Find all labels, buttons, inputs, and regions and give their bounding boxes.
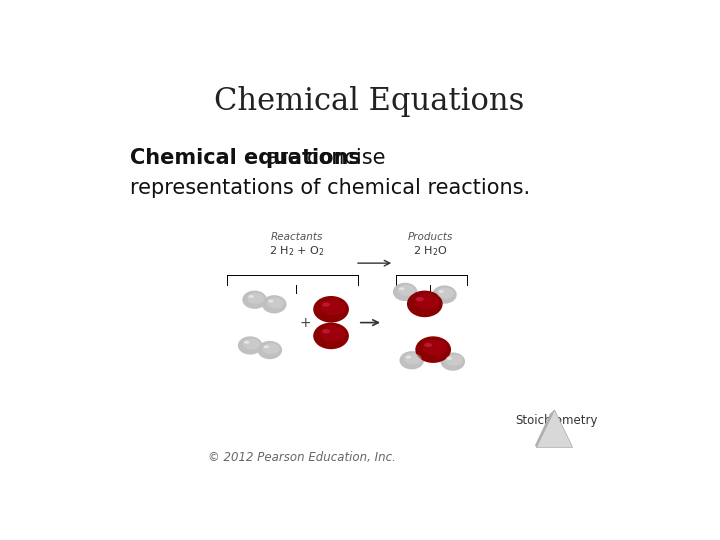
Ellipse shape (322, 302, 330, 307)
Circle shape (400, 351, 424, 369)
Text: representations of chemical reactions.: representations of chemical reactions. (130, 178, 531, 198)
Ellipse shape (414, 294, 439, 310)
Circle shape (393, 283, 418, 301)
Ellipse shape (268, 300, 274, 302)
Ellipse shape (446, 355, 463, 366)
Text: Products: Products (408, 232, 453, 241)
Ellipse shape (424, 343, 432, 347)
Ellipse shape (423, 340, 447, 356)
Text: © 2012 Pearson Education, Inc.: © 2012 Pearson Education, Inc. (208, 451, 396, 464)
Polygon shape (536, 410, 572, 447)
Ellipse shape (438, 290, 444, 293)
Text: are concise: are concise (260, 148, 386, 168)
Ellipse shape (247, 293, 264, 304)
Ellipse shape (446, 357, 452, 360)
Circle shape (238, 336, 262, 355)
Ellipse shape (320, 326, 346, 342)
Circle shape (415, 336, 451, 363)
Ellipse shape (437, 288, 454, 299)
Ellipse shape (320, 299, 346, 315)
Ellipse shape (405, 356, 411, 359)
Ellipse shape (243, 339, 260, 349)
Text: 2 H$_2$O: 2 H$_2$O (413, 244, 448, 258)
Ellipse shape (397, 285, 415, 296)
Ellipse shape (322, 329, 330, 333)
Circle shape (432, 286, 456, 303)
Ellipse shape (405, 353, 422, 365)
Text: 2 H$_2$ + O$_2$: 2 H$_2$ + O$_2$ (269, 244, 324, 258)
Ellipse shape (415, 297, 424, 301)
Circle shape (407, 291, 443, 317)
Ellipse shape (264, 346, 269, 348)
Ellipse shape (248, 295, 254, 298)
Circle shape (243, 291, 267, 309)
Circle shape (258, 341, 282, 359)
Ellipse shape (267, 298, 284, 308)
Circle shape (441, 353, 465, 371)
Text: Chemical equations: Chemical equations (130, 148, 361, 168)
Text: Chemical Equations: Chemical Equations (214, 85, 524, 117)
Circle shape (262, 295, 287, 313)
Polygon shape (535, 410, 554, 447)
Circle shape (313, 296, 349, 322)
Text: Reactants: Reactants (270, 232, 323, 241)
Ellipse shape (244, 341, 249, 344)
Ellipse shape (262, 343, 279, 354)
Text: +: + (299, 315, 310, 329)
Circle shape (313, 322, 349, 349)
Ellipse shape (399, 287, 405, 290)
Text: Stoichiometry: Stoichiometry (516, 414, 598, 427)
